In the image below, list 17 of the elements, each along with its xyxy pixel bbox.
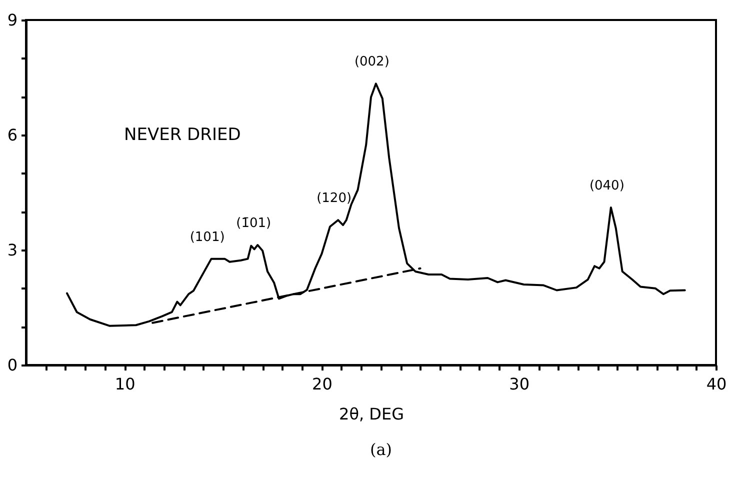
x-tick-label: 30 [509, 374, 530, 394]
annotation: (1̄01) [236, 216, 272, 232]
x-axis-title: 2θ, DEG [339, 404, 404, 424]
y-tick-label: 0 [7, 356, 18, 374]
annotation: (002) [354, 54, 390, 70]
x-tick-label: 40 [706, 374, 727, 394]
line-series [66, 82, 686, 327]
x-tick-label: 10 [114, 374, 136, 394]
y-tick-label: 9 [7, 10, 18, 30]
text: (a) [370, 440, 392, 459]
y-tick-label: 6 [7, 126, 18, 144]
y-tick-label: 3 [7, 240, 18, 260]
annotation: (101) [190, 230, 225, 245]
annotation: (120) [316, 191, 352, 206]
annotation: NEVER DRIED [124, 125, 241, 145]
x-tick-label: 20 [312, 374, 332, 394]
annotation: (040) [589, 178, 624, 194]
